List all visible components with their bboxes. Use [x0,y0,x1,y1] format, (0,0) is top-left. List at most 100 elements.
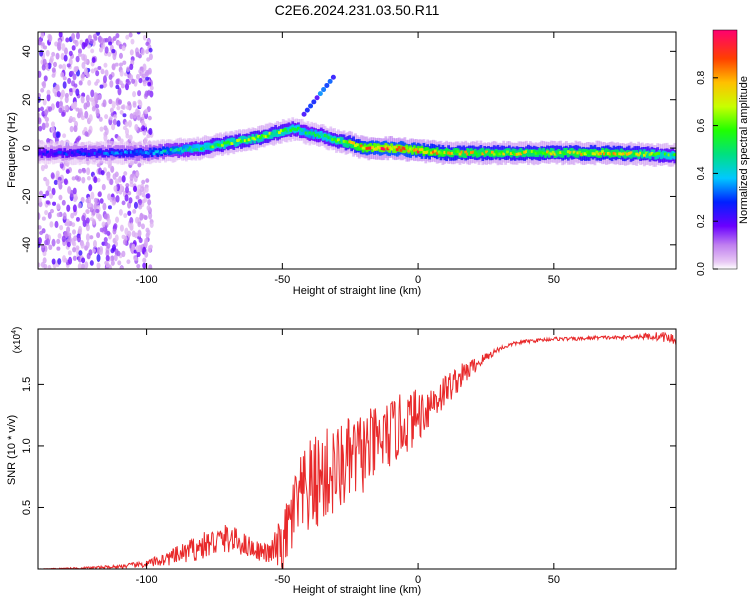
spectrogram-y-label: Frequency (Hz) [6,112,18,188]
noise-speck [127,119,132,128]
spectrogram-cell [276,130,279,133]
noise-speck [50,121,55,127]
spectrogram-cell [525,150,528,154]
spectrogram-cell [200,147,203,151]
noise-speck [44,122,49,128]
noise-speck [70,212,75,219]
spectrogram-cell [489,152,492,156]
spectrogram-cell [50,150,53,154]
noise-speck [115,32,120,39]
spectrogram-cell [355,143,359,147]
spectrogram-cell [538,150,542,154]
spectrogram-cell [177,148,181,152]
noise-speck [140,186,145,193]
spectrogram-cell [312,131,316,135]
noise-speck [104,127,109,136]
spectrogram-cell [118,150,122,158]
noise-speck [137,230,142,237]
colorbar-tick-label: 0.4 [696,166,707,180]
spectrogram-panel: -100 -50 0 50 -40 -20 0 20 40 Height of straigh… [6,31,677,297]
noise-speck [57,233,62,239]
spectrogram-cell [530,150,534,153]
spectrogram-cell [148,149,152,153]
spectrogram-cell [245,139,249,143]
spectrogram-cell [388,145,392,149]
spectrogram-cell [395,144,399,152]
spectrogram-cell [606,151,610,155]
spectrogram-cell [86,152,89,156]
spectrogram-cell [44,152,48,156]
spectrogram-cell [420,148,424,152]
spectrogram-cell [42,152,46,156]
spectrogram-cell [314,129,317,137]
spectrogram-cell [593,152,597,156]
noise-speck [58,107,63,114]
noise-speck [90,48,95,54]
noise-speck [120,83,125,89]
spectrogram-cell [139,150,143,154]
spectrogram-cell [340,137,344,145]
noise-speck [45,49,50,57]
noise-speck [105,260,110,268]
noise-speck [69,115,74,123]
spectrogram-cell [496,152,500,156]
noise-speck [72,246,77,253]
spectrogram-cell [561,150,565,154]
spectrogram-cell [209,145,213,149]
spectrogram-cell [46,150,50,158]
spectrogram-cell [333,137,336,141]
noise-speck [40,32,45,39]
noise-speck [115,195,120,203]
noise-speck [67,77,72,85]
noise-speck [75,245,80,250]
spectrogram-cell [74,149,78,157]
spectrogram-cell [355,143,359,151]
noise-speck [71,33,76,41]
noise-speck [104,46,109,54]
noise-speck [55,52,60,60]
noise-speck [99,126,104,132]
noise-speck [129,63,134,71]
spectrogram-cell [359,144,363,148]
noise-speck [115,84,120,90]
spectrogram-cell [53,152,57,156]
noise-speck [56,238,61,245]
spectrogram-cell [323,133,327,137]
spectrogram-cell [546,150,549,154]
noise-speck [120,105,125,110]
noise-speck [135,73,140,80]
spectrogram-cell [348,140,352,144]
spectrogram-cell [449,152,452,155]
noise-speck [66,241,71,248]
noise-speck [77,52,82,57]
spectrogram-cell [350,141,354,144]
spectrogram-cell [297,126,300,130]
noise-speck [103,62,108,68]
noise-speck [47,185,52,192]
noise-speck [105,249,110,257]
spectrogram-cell [129,150,133,158]
noise-speck [125,183,130,188]
noise-speck [97,94,102,100]
noise-speck [80,95,85,104]
noise-speck [102,202,107,211]
spectrogram-cell [158,151,162,155]
spectrogram-cell [652,149,656,157]
spectrogram-cell [279,129,283,133]
spectrogram-cell [274,132,278,136]
spectrogram-cell [179,147,183,151]
noise-speck [50,125,55,133]
spectrogram-cell [584,152,587,156]
noise-speck [112,228,117,235]
spectrogram-cell [80,148,84,156]
noise-speck [42,194,47,199]
spectrogram-y-tick-label: 20 [21,94,33,106]
noise-speck [123,213,128,219]
snr-x-label: Height of straight line (km) [293,584,421,596]
spectrogram-cell [165,150,169,154]
noise-speck [102,99,107,108]
spectrogram-cell [352,141,355,145]
spectrogram-cell [63,148,67,156]
harmonic-streak [308,103,314,109]
spectrogram-cell [302,131,306,135]
